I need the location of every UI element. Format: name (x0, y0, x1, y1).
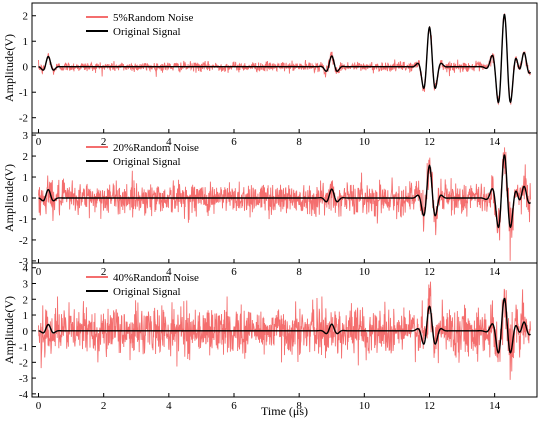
x-tick-label: 10 (359, 136, 371, 148)
y-axis-label: Amplitude(V) (2, 34, 16, 102)
y-axis-label: Amplitude(V) (2, 164, 16, 232)
x-tick-label: 10 (359, 266, 371, 278)
x-tick-label: 12 (424, 266, 435, 278)
legend-entry: Original Signal (113, 26, 181, 38)
y-tick-label: -3 (19, 373, 29, 385)
y-tick-label: -1 (19, 87, 28, 99)
y-tick-label: 3 (23, 130, 29, 142)
legend-entry: 40%Random Noise (113, 272, 199, 284)
x-tick-label: 8 (296, 400, 302, 412)
noise-series-line (38, 13, 531, 106)
plot-frame (31, 262, 538, 398)
y-axis-label: Amplitude(V) (2, 296, 16, 364)
x-tick-label: 14 (489, 136, 501, 148)
x-axis-label: Time (μs) (261, 404, 308, 418)
y-tick-label: 1 (23, 172, 29, 184)
y-tick-label: -2 (19, 113, 28, 125)
y-tick-label: 3 (23, 278, 29, 290)
x-tick-label: 6 (231, 136, 237, 148)
x-tick-label: 8 (296, 136, 302, 148)
y-tick-label: -1 (19, 214, 28, 226)
x-tick-label: 2 (101, 136, 107, 148)
y-tick-label: 0 (23, 193, 29, 205)
y-tick-label: -3 (19, 256, 29, 268)
legend-entry: 20%Random Noise (113, 142, 199, 154)
noise-series-line (38, 281, 531, 380)
legend-entry: 5%Random Noise (113, 12, 193, 24)
x-tick-label: 12 (424, 400, 435, 412)
noise-series-line (38, 147, 531, 261)
original-signal-line (38, 154, 532, 229)
x-tick-label: 4 (166, 266, 172, 278)
y-tick-label: 0 (23, 326, 29, 338)
original-signal-line (38, 297, 531, 354)
y-tick-label: 1 (23, 310, 29, 322)
original-signal-line (38, 13, 532, 104)
x-tick-label: 6 (231, 266, 237, 278)
x-tick-label: 6 (231, 400, 237, 412)
x-tick-label: 8 (296, 266, 302, 278)
y-tick-label: -2 (19, 235, 28, 247)
x-tick-label: 4 (166, 400, 172, 412)
y-tick-label: -1 (19, 342, 28, 354)
y-tick-label: 1 (23, 36, 29, 48)
x-tick-label: 12 (424, 136, 435, 148)
x-tick-label: 14 (489, 400, 501, 412)
x-tick-label: 0 (36, 400, 42, 412)
legend-entry: Original Signal (113, 156, 181, 168)
y-tick-label: 4 (23, 263, 29, 275)
legend-entry: Original Signal (113, 286, 181, 298)
x-tick-label: 2 (101, 400, 107, 412)
x-tick-label: 10 (359, 400, 371, 412)
x-tick-label: 0 (36, 136, 42, 148)
x-tick-label: 2 (101, 266, 107, 278)
x-tick-label: 4 (166, 136, 172, 148)
y-tick-label: -4 (19, 389, 29, 401)
y-tick-label: 2 (23, 11, 29, 23)
y-tick-label: 0 (23, 62, 29, 74)
x-tick-label: 14 (489, 266, 501, 278)
y-tick-label: 2 (23, 294, 29, 306)
y-tick-label: 2 (23, 151, 29, 163)
x-tick-label: 0 (36, 266, 42, 278)
y-tick-label: -2 (19, 357, 28, 369)
